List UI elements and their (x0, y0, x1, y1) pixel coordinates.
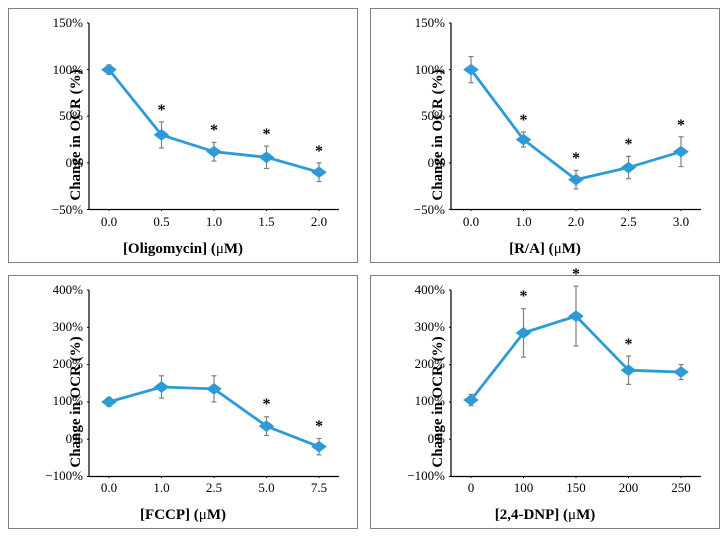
y-tick-label: 0% (66, 431, 89, 447)
y-tick-label: −50% (52, 202, 89, 218)
y-axis-label: Change in OCR (%) (430, 70, 447, 201)
y-tick-label: 0% (428, 155, 451, 171)
significance-marker: * (572, 150, 580, 168)
panel-fccp: Change in OCR (%)[FCCP] (μM)−100%0%100%2… (8, 275, 358, 530)
y-tick-label: 300% (415, 319, 451, 335)
panel-dnp: Change in OCR (%)[2,4-DNP] (μM)−100%0%10… (370, 275, 720, 530)
y-tick-label: 100% (415, 62, 451, 78)
significance-marker: * (315, 418, 323, 436)
x-axis-label: [Oligomycin] (μM) (9, 241, 357, 258)
y-tick-label: 150% (53, 15, 89, 31)
significance-marker: * (158, 102, 166, 120)
plot-area: −50%0%50%100%150%0.00.51.01.52.0**** (89, 23, 339, 210)
x-tick-label: 7.5 (311, 476, 327, 496)
significance-marker: * (210, 122, 218, 140)
y-tick-label: 50% (59, 108, 89, 124)
x-tick-label: 1.0 (206, 210, 222, 230)
x-tick-label: 0 (468, 476, 475, 496)
significance-marker: * (520, 112, 528, 130)
x-axis-label: [FCCP] (μM) (9, 507, 357, 524)
x-tick-label: 0.5 (153, 210, 169, 230)
panel-oligomycin: Change in OCR (%) [Oligomycin] (μM) −50% 0%… (8, 8, 358, 263)
x-tick-label: 150 (566, 476, 586, 496)
significance-marker: * (263, 396, 271, 414)
significance-marker: * (520, 288, 528, 306)
x-tick-label: 1.5 (258, 210, 274, 230)
y-axis-label: Change in OCR (%) (68, 70, 85, 201)
significance-marker: * (625, 136, 633, 154)
x-tick-label: 0.0 (101, 476, 117, 496)
plot-area: −100%0%100%200%300%400%0100150200250*** (451, 290, 701, 477)
y-tick-label: 400% (53, 282, 89, 298)
x-tick-label: 250 (671, 476, 691, 496)
x-tick-label: 1.0 (153, 476, 169, 496)
x-tick-label: 100 (514, 476, 534, 496)
y-tick-label: 100% (53, 62, 89, 78)
y-tick-label: 400% (415, 282, 451, 298)
x-axis-label: [R/A] (μM) (371, 241, 719, 258)
y-tick-label: 300% (53, 319, 89, 335)
y-tick-label: 200% (53, 356, 89, 372)
y-tick-label: −50% (414, 202, 451, 218)
x-tick-label: 2.5 (206, 476, 222, 496)
significance-marker: * (315, 143, 323, 161)
x-tick-label: 1.0 (515, 210, 531, 230)
x-tick-label: 200 (619, 476, 639, 496)
x-tick-label: 0.0 (101, 210, 117, 230)
x-tick-label: 2.0 (311, 210, 327, 230)
significance-marker: * (677, 117, 685, 135)
significance-marker: * (625, 336, 633, 354)
y-tick-label: −100% (45, 468, 89, 484)
y-tick-label: 0% (428, 431, 451, 447)
y-tick-label: 100% (53, 393, 89, 409)
x-tick-label: 5.0 (258, 476, 274, 496)
plot-area: −100%0%100%200%300%400%0.01.02.55.07.5** (89, 290, 339, 477)
x-tick-label: 0.0 (463, 210, 479, 230)
x-tick-label: 2.5 (620, 210, 636, 230)
y-tick-label: −100% (407, 468, 451, 484)
significance-marker: * (263, 126, 271, 144)
y-tick-label: 200% (415, 356, 451, 372)
plot-area: −50%0%50%100%150%0.01.02.02.53.0**** (451, 23, 701, 210)
y-tick-label: 50% (421, 108, 451, 124)
y-tick-label: 100% (415, 393, 451, 409)
x-axis-label: [2,4-DNP] (μM) (371, 507, 719, 524)
y-tick-label: 0% (66, 155, 89, 171)
x-tick-label: 2.0 (568, 210, 584, 230)
y-tick-label: 150% (415, 15, 451, 31)
x-tick-label: 3.0 (673, 210, 689, 230)
panel-ra: Change in OCR (%) [R/A] (μM) −50% 0% 50% 100%… (370, 8, 720, 263)
significance-marker: * (572, 266, 580, 284)
